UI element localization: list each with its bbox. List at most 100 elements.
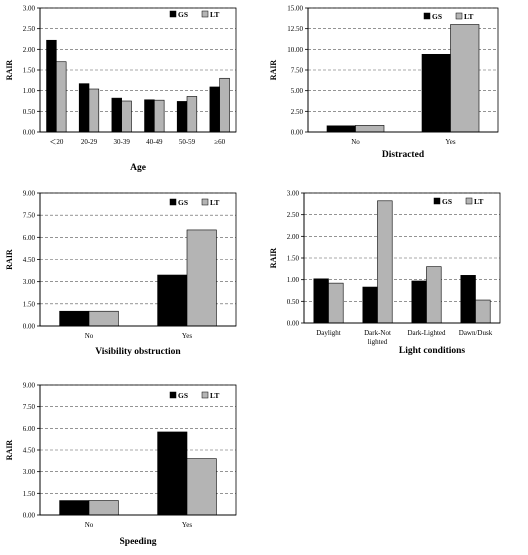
x-tick-label: Dark-Not lighted (364, 329, 391, 346)
bar-lt (186, 458, 217, 516)
legend-swatch (169, 391, 177, 399)
y-tick-label: 3.00 (23, 5, 36, 13)
bar-gs (460, 275, 476, 324)
x-tick-label: No (351, 138, 360, 146)
y-tick-label: 3.00 (287, 190, 300, 198)
y-tick-label: 1.50 (23, 300, 36, 308)
y-tick-label: 15.00 (287, 5, 303, 13)
x-axis-label: Speeding (120, 537, 157, 547)
bar-lt (219, 77, 230, 133)
y-tick-label: 5.00 (291, 87, 304, 95)
bar-gs (59, 500, 90, 516)
y-tick-label: 1.50 (23, 67, 36, 75)
bar-gs (176, 101, 188, 133)
bar-lt (154, 99, 165, 133)
legend-swatch (201, 10, 209, 18)
y-axis-label: RAIR (5, 249, 14, 270)
y-tick-label: 9.00 (23, 190, 36, 198)
legend-swatch (455, 12, 463, 20)
chart-speeding: 0.00 1.50 3.00 4.50 6.00 7.50 9.00 No Yes RAIR Spe… (0, 372, 264, 550)
y-axis-label: RAIR (5, 440, 14, 461)
x-tick-label: ＜20 (49, 138, 63, 146)
x-tick-label: Yes (182, 521, 192, 529)
bar-gs (111, 97, 122, 133)
bar-gs (157, 431, 188, 516)
bar-gs (209, 86, 220, 133)
y-tick-label: 1.00 (287, 276, 300, 284)
bar-lt (56, 61, 67, 133)
y-tick-label: 7.50 (23, 403, 36, 411)
chart-svg: 0.00 1.50 3.00 4.50 6.00 7.50 9.00 No Yes RAIR Spe… (5, 382, 237, 547)
bar-lt (88, 500, 119, 516)
y-tick-label: 12.50 (287, 25, 303, 33)
bar-lt (88, 310, 119, 327)
y-tick-label: 0.50 (287, 298, 300, 306)
x-axis-label: Distracted (382, 150, 425, 160)
bar-gs (46, 39, 57, 133)
legend-label: LT (210, 198, 219, 207)
x-tick-label: ≥60 (214, 138, 225, 146)
legend-label: LT (210, 391, 219, 400)
bar-gs (313, 278, 329, 324)
y-axis-label: RAIR (269, 248, 278, 269)
y-tick-label: 6.00 (23, 425, 36, 433)
y-tick-label: 0.00 (287, 320, 300, 328)
legend-label: LT (464, 12, 473, 21)
chart-svg: 0.00 1.50 3.00 4.50 6.00 7.50 9.00 No Yes RAIR Vis… (5, 190, 237, 357)
plot-frame (307, 7, 499, 133)
y-tick-label: 1.50 (23, 490, 36, 498)
y-tick-label: 0.00 (23, 323, 36, 331)
legend-swatch (465, 197, 473, 205)
y-tick-label: 9.00 (23, 382, 36, 390)
y-axis-label: RAIR (5, 60, 14, 81)
bar-lt (377, 200, 393, 324)
y-tick-label: 0.00 (23, 129, 36, 137)
chart-age: 0.00 0.50 1.00 1.50 2.00 2.50 3.00 ＜20 20-29 30-3… (0, 0, 264, 180)
chart-svg: 0.00 2.50 5.00 7.50 10.00 12.50 15.00 No Yes RAIR… (269, 5, 499, 160)
bar-gs (157, 274, 188, 327)
x-axis-label: Visibility obstruction (95, 347, 181, 357)
x-axis-label: Age (130, 163, 146, 173)
legend-label: GS (432, 12, 442, 21)
bar-lt (328, 282, 344, 324)
chart-light-conditions: 0.00 0.50 1.00 1.50 2.00 2.50 3.00 Daylight Dark… (264, 185, 528, 365)
legend-swatch (201, 198, 209, 206)
y-tick-label: 2.00 (23, 46, 36, 54)
y-tick-label: 10.00 (287, 46, 303, 54)
y-tick-label: 6.00 (23, 234, 36, 242)
bar-gs (362, 286, 378, 324)
x-tick-label: 20-29 (81, 138, 98, 146)
legend-label: GS (178, 198, 188, 207)
y-tick-label: 0.50 (23, 108, 36, 116)
y-tick-label: 2.00 (287, 233, 300, 241)
chart-svg: 0.00 0.50 1.00 1.50 2.00 2.50 3.00 ＜20 20-29 30-3… (5, 5, 237, 173)
y-tick-label: 4.50 (23, 256, 36, 264)
y-tick-label: 2.50 (291, 108, 304, 116)
plot-frame (39, 7, 237, 133)
x-tick-label: 30-39 (113, 138, 130, 146)
y-tick-label: 3.00 (23, 468, 36, 476)
x-tick-label: 40-49 (146, 138, 163, 146)
y-tick-label: 2.50 (23, 25, 36, 33)
legend-swatch (423, 12, 431, 20)
y-tick-label: 7.50 (291, 67, 304, 75)
x-tick-label: Yes (445, 138, 455, 146)
y-tick-label: 0.00 (291, 129, 304, 137)
y-tick-label: 0.00 (23, 512, 36, 520)
legend-label: LT (210, 10, 219, 19)
bar-gs (326, 125, 356, 133)
x-tick-label: Yes (182, 332, 192, 340)
bar-gs (59, 310, 90, 327)
bar-lt (450, 24, 480, 133)
bar-lt (121, 100, 132, 133)
legend-swatch (201, 391, 209, 399)
legend-label: LT (474, 197, 483, 206)
legend-label: GS (442, 197, 452, 206)
y-tick-label: 4.50 (23, 447, 36, 455)
legend-swatch (433, 197, 441, 205)
bar-lt (88, 88, 100, 133)
y-tick-label: 2.50 (287, 211, 300, 219)
legend-label: GS (178, 10, 188, 19)
bar-lt (186, 229, 217, 327)
chart-visibility-obstruction: 0.00 1.50 3.00 4.50 6.00 7.50 9.00 No Yes RAIR Vis… (0, 185, 264, 365)
